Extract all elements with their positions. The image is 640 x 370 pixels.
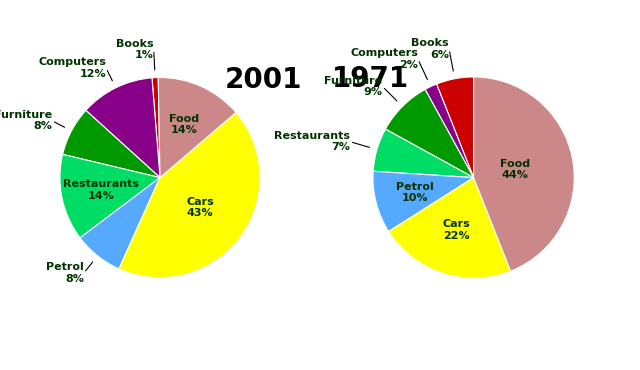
Text: Cars
43%: Cars 43%	[186, 197, 214, 218]
Text: Restaurants
14%: Restaurants 14%	[63, 179, 140, 201]
Wedge shape	[152, 78, 160, 178]
Text: Computers
2%: Computers 2%	[350, 48, 418, 70]
Wedge shape	[60, 154, 160, 238]
Text: Spending habits of people in UK between 1971 and 2001: Spending habits of people in UK between …	[8, 336, 632, 356]
Text: Petrol
10%: Petrol 10%	[396, 182, 434, 204]
Text: Furniture
9%: Furniture 9%	[324, 76, 383, 97]
Text: Computers
12%: Computers 12%	[38, 57, 106, 79]
Wedge shape	[373, 129, 474, 178]
Wedge shape	[158, 77, 236, 178]
Wedge shape	[385, 90, 474, 178]
Wedge shape	[436, 77, 474, 178]
Wedge shape	[86, 78, 160, 178]
Text: Books
1%: Books 1%	[116, 39, 154, 60]
Wedge shape	[119, 112, 260, 278]
Text: Cars
22%: Cars 22%	[443, 219, 470, 241]
Wedge shape	[63, 110, 160, 178]
Wedge shape	[388, 178, 511, 278]
Text: Food
14%: Food 14%	[169, 114, 199, 135]
Text: 2001: 2001	[225, 66, 302, 94]
Wedge shape	[425, 84, 474, 178]
Text: Restaurants
7%: Restaurants 7%	[274, 131, 350, 152]
Text: 1971: 1971	[332, 65, 409, 93]
Text: Furniture
8%: Furniture 8%	[0, 110, 52, 131]
Text: Petrol
8%: Petrol 8%	[46, 262, 84, 284]
Text: Food
44%: Food 44%	[500, 159, 530, 181]
Text: Books
6%: Books 6%	[412, 38, 449, 60]
Wedge shape	[373, 171, 474, 232]
Wedge shape	[80, 178, 160, 269]
Wedge shape	[474, 77, 574, 271]
